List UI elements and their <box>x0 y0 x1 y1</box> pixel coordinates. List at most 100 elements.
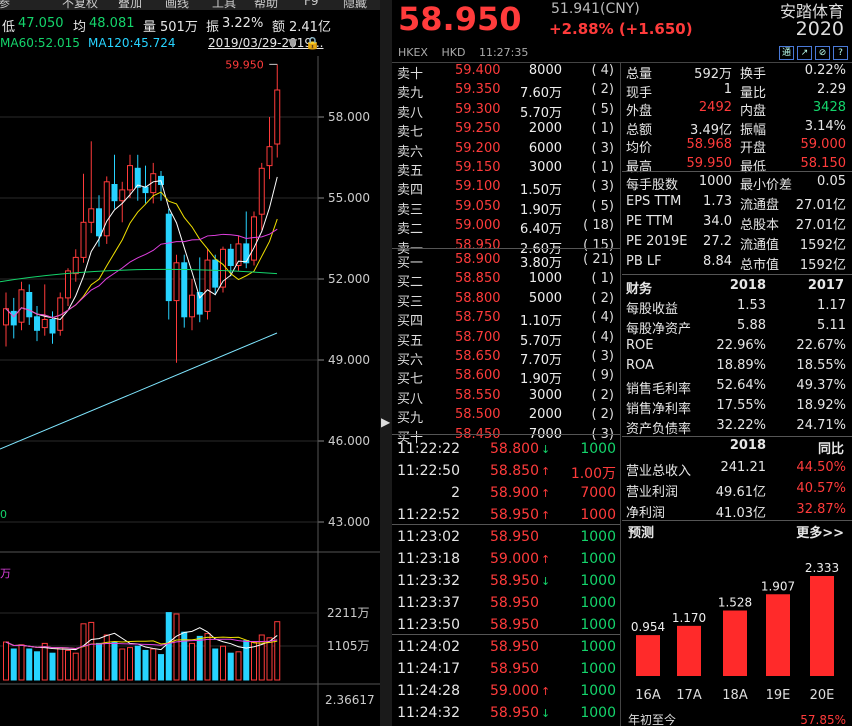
ask-row[interactable]: 卖五 59.150 3000 ( 1) <box>392 158 620 179</box>
kline-chart[interactable]: 58.000 55.000 52.000 49.000 46.000 43.000 59.9… <box>0 56 380 726</box>
ask-row[interactable]: 卖十 59.400 8000 ( 4) <box>392 61 620 82</box>
lock-icon[interactable]: 🔒 <box>305 36 320 50</box>
ask-row[interactable]: 卖九 59.350 7.60万 ( 2) <box>392 80 620 102</box>
candle-body <box>127 165 133 191</box>
bid-row[interactable]: 买七 58.600 1.90万 ( 9) <box>392 366 620 387</box>
order-volume: 3000 <box>528 160 562 175</box>
forecast-value-label: 1.907 <box>761 579 795 593</box>
forecast-value-label: 2.333 <box>805 561 839 575</box>
help-icon[interactable]: ? <box>833 46 848 60</box>
income-label: 营业总收入 <box>626 464 692 479</box>
trade-group-divider <box>392 634 620 635</box>
trade-price: 58.900 ↑ <box>490 485 551 501</box>
order-volume: 2000 <box>528 121 562 137</box>
order-count: ( 4) <box>591 329 614 345</box>
trade-volume: 1000 <box>580 683 616 699</box>
trade-volume: 1000 <box>580 507 616 523</box>
finance-label: ROE <box>626 338 654 353</box>
volume-bar <box>142 649 149 681</box>
collapse-arrow-icon[interactable]: ▶ <box>381 415 391 429</box>
order-volume: 2000 <box>528 407 562 423</box>
bid-row[interactable]: 买三 58.800 5000 ( 2) <box>392 289 620 310</box>
candle-body <box>103 181 110 237</box>
menu-item[interactable]: 画线 <box>165 0 190 10</box>
ask-row[interactable]: 卖六 59.200 6000 ( 3) <box>392 139 620 160</box>
trade-time: 11:23:02 <box>397 529 460 545</box>
amp-value: 3.22% <box>222 16 264 31</box>
menu-item[interactable]: 隐藏 <box>343 0 368 10</box>
order-level-label: 卖九 <box>397 86 424 102</box>
stock-code: 2020 <box>795 18 844 40</box>
candle-body <box>119 189 126 202</box>
finance-title: 财务 <box>626 282 653 297</box>
trade-volume: 1000 <box>580 529 616 545</box>
panel-splitter[interactable] <box>380 0 392 726</box>
trade-time: 11:24:17 <box>397 661 460 677</box>
trade-price: 58.950 <box>490 595 539 611</box>
menu-item[interactable]: 叠加 <box>118 0 143 10</box>
order-price: 58.650 <box>455 349 501 364</box>
volume-bar <box>80 623 87 681</box>
stat-label: 振幅 <box>740 122 767 138</box>
ask-row[interactable]: 卖四 59.100 1.50万 ( 3) <box>392 177 620 198</box>
order-price: 59.200 <box>455 140 501 156</box>
bid-row[interactable]: 买二 58.850 1000 ( 1) <box>392 269 620 290</box>
ask-row[interactable]: 卖八 59.300 5.70万 ( 5) <box>392 100 620 121</box>
order-volume: 7.60万 <box>520 86 562 102</box>
stat-value: 58.150 <box>800 155 847 171</box>
edit-icon[interactable]: ↗ <box>797 46 812 60</box>
order-price: 58.750 <box>455 310 501 326</box>
candle-body <box>181 262 188 318</box>
chevron-down-icon[interactable]: ▼ <box>288 36 298 50</box>
forecast-axis-label: 19E <box>766 688 791 703</box>
candle-body <box>142 186 149 194</box>
order-volume: 1000 <box>528 271 562 287</box>
order-level-label: 卖一 <box>397 241 424 257</box>
trade-time: 11:23:18 <box>397 551 460 567</box>
order-count: ( 2) <box>591 82 614 98</box>
bid-row[interactable]: 买六 58.650 7.70万 ( 3) <box>392 347 620 368</box>
menu-item[interactable]: 参 <box>0 0 11 10</box>
amt-label: 额 <box>272 20 286 35</box>
share-stat-value: 27.01亿 <box>795 218 846 233</box>
bid-row[interactable]: 买五 58.700 5.70万 ( 4) <box>392 328 620 349</box>
arrow-down-icon: ↓ <box>541 443 551 456</box>
candle-body <box>18 289 25 323</box>
notify-icon[interactable]: 通 <box>779 46 794 60</box>
volume-unit-label: 万 <box>0 567 11 580</box>
bid-row[interactable]: 买四 58.750 1.10万 ( 4) <box>392 308 620 329</box>
finance-label: ROA <box>626 358 654 373</box>
bid-row[interactable]: 买八 58.550 3000 ( 2) <box>392 386 620 407</box>
menu-item[interactable]: 工具 <box>212 0 237 10</box>
forecast-bar <box>766 594 790 676</box>
quote-time: 11:27:35 <box>478 46 529 59</box>
book-divider <box>392 248 620 249</box>
more-link[interactable]: 更多>> <box>796 526 844 541</box>
stat-value: 59.950 <box>686 155 733 171</box>
finance-divider <box>622 274 852 275</box>
menu-item[interactable]: 不复权 <box>62 0 99 10</box>
date-range[interactable]: 2019/03/29-2019... <box>208 36 324 50</box>
stat-value: 58.968 <box>686 137 733 152</box>
menu-bar: 参 不复权 叠加 画线 工具 帮助 F9 隐藏 <box>0 0 380 10</box>
order-count: ( 3) <box>591 140 614 156</box>
menu-item[interactable]: F9 <box>304 0 319 8</box>
order-volume: 5.70万 <box>520 105 562 121</box>
arrow-up-icon: ↑ <box>541 465 551 478</box>
ask-row[interactable]: 卖三 59.050 1.90万 ( 5) <box>392 197 620 218</box>
menu-item[interactable]: 帮助 <box>254 0 279 10</box>
volume-bar <box>103 634 110 681</box>
trade-volume: 1000 <box>580 441 616 457</box>
arrow-up-icon: ↑ <box>541 509 551 522</box>
trade-row: 11:24:28 59.000 ↑ 1000 <box>392 680 620 702</box>
block-icon[interactable]: ⊘ <box>815 46 830 60</box>
volume-bar <box>26 648 33 681</box>
order-volume: 5.70万 <box>520 333 562 349</box>
bid-row[interactable]: 买一 58.900 3.80万 ( 21) <box>392 250 620 271</box>
ask-row[interactable]: 卖七 59.250 2000 ( 1) <box>392 119 620 140</box>
forecast-divider <box>622 520 852 521</box>
forecast-value-label: 0.954 <box>631 620 665 634</box>
order-price: 59.000 <box>455 218 501 234</box>
ask-row[interactable]: 卖二 59.000 6.40万 ( 18) <box>392 216 620 237</box>
bid-row[interactable]: 买九 58.500 2000 ( 2) <box>392 405 620 426</box>
